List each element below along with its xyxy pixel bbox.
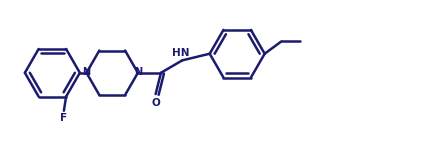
Text: N: N — [134, 67, 142, 77]
Text: O: O — [151, 98, 160, 108]
Text: N: N — [82, 67, 90, 77]
Text: HN: HN — [172, 48, 189, 58]
Text: F: F — [60, 113, 67, 123]
